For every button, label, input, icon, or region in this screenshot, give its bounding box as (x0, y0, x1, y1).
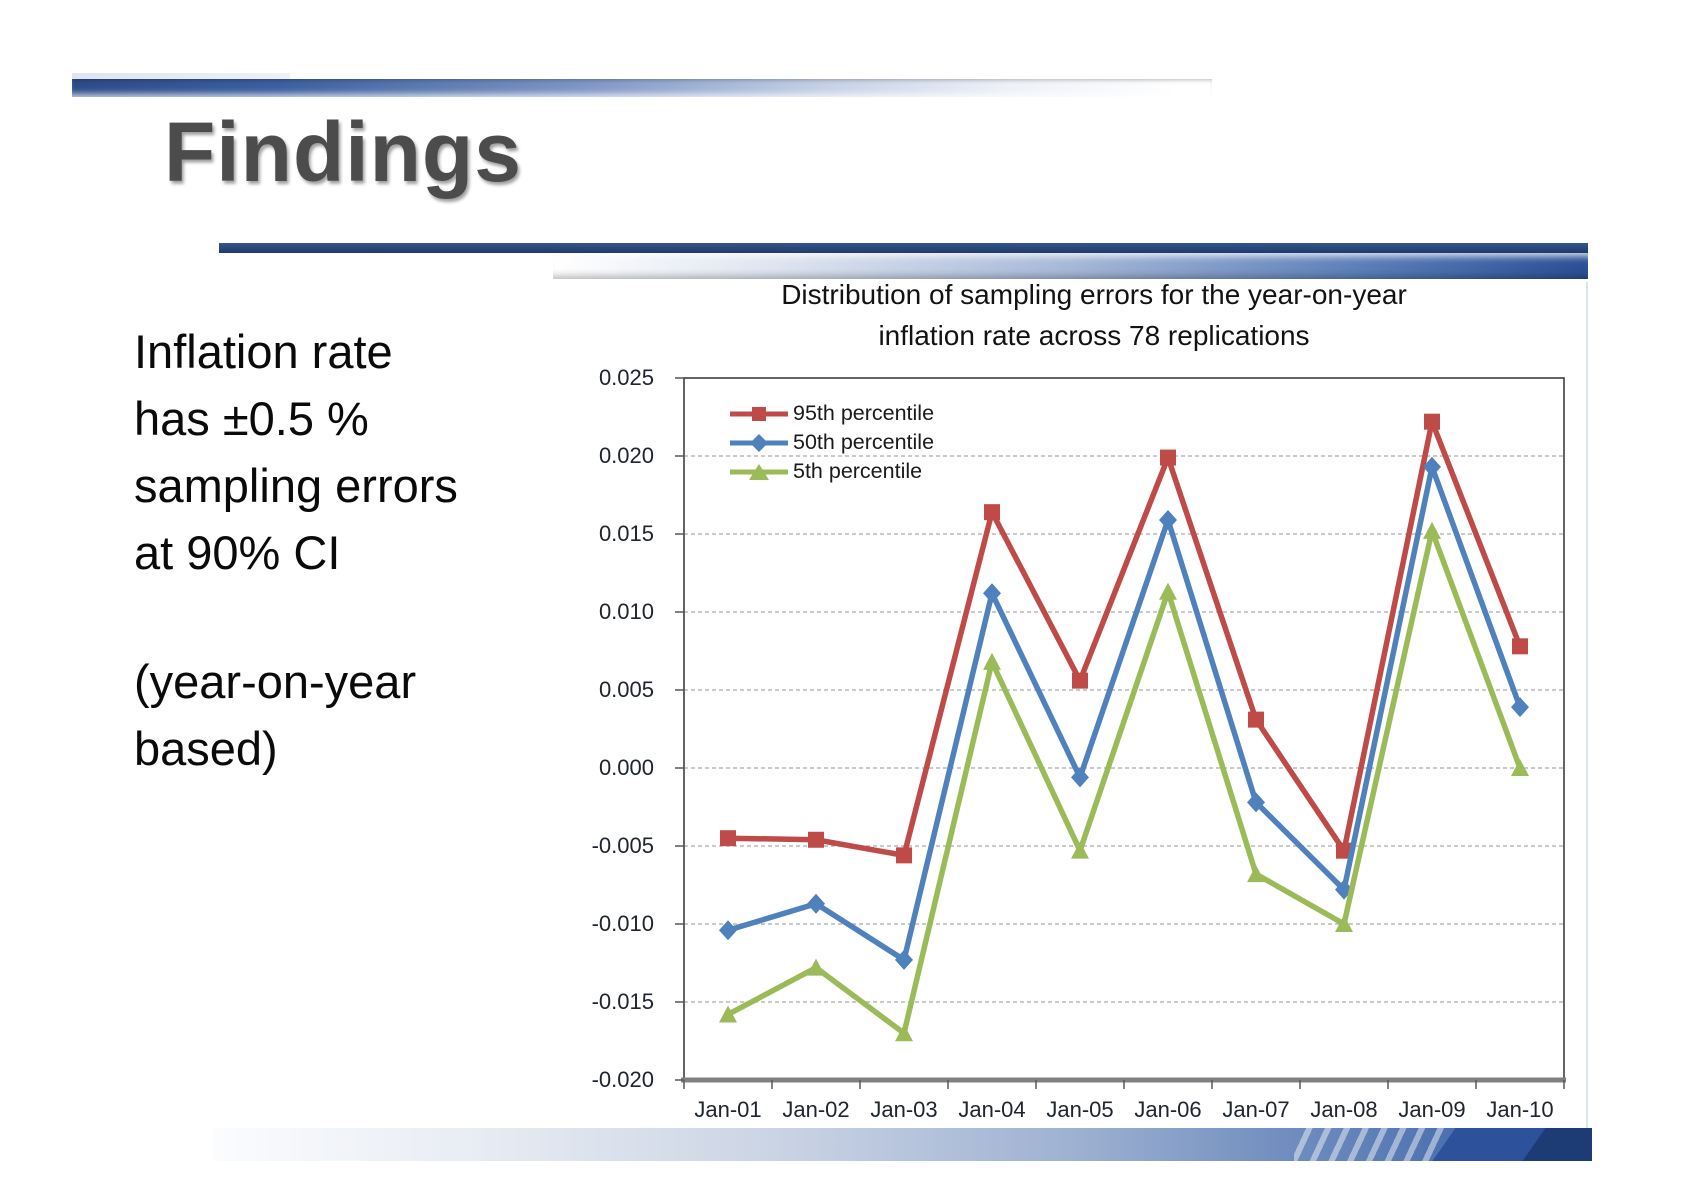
data-point-diamond (1071, 767, 1089, 788)
body-text-block-2: (year-on-year based) (134, 648, 416, 782)
data-point-diamond (895, 949, 913, 970)
data-point-square (1336, 842, 1352, 859)
series-line-95th-percentile (725, 418, 1523, 859)
y-tick-label: 0.015 (598, 521, 654, 546)
data-point-triangle (1423, 521, 1441, 539)
x-tick-label: Jan-04 (958, 1097, 1026, 1122)
y-tick-label: 0.005 (598, 677, 654, 702)
data-point-square (1072, 672, 1088, 689)
y-tick-label: -0.005 (591, 833, 654, 858)
legend-diamond-marker-icon (730, 433, 788, 452)
data-point-triangle (719, 1005, 737, 1023)
legend-triangle-marker-icon (730, 463, 788, 480)
legend-label: 95th percentile (793, 401, 935, 425)
data-point-triangle (1335, 915, 1353, 932)
body-text-line: based) (134, 722, 278, 775)
data-point-square (1512, 638, 1528, 655)
y-tick-label: 0.025 (598, 365, 654, 390)
title-underline-decoration (219, 243, 1588, 253)
data-point-diamond (807, 893, 825, 914)
title-underbar-decoration (553, 253, 1588, 279)
legend-item-95th-percentile: 95th percentile (728, 399, 934, 428)
top-bar-decoration (72, 79, 1212, 97)
data-point-square (1160, 449, 1176, 466)
data-point-triangle (895, 1024, 913, 1042)
x-tick-label: Jan-03 (870, 1097, 938, 1122)
y-tick-label: 0.020 (598, 443, 654, 468)
body-text-line: Inflation rate (134, 325, 393, 378)
data-point-square (896, 847, 912, 864)
series-line-5th-percentile (725, 528, 1523, 1036)
chart-legend: 95th percentile 50th percentile 5th perc… (728, 399, 934, 486)
y-tick-label: -0.015 (591, 989, 654, 1014)
y-tick-label: -0.020 (591, 1067, 654, 1092)
data-point-diamond (1159, 509, 1177, 530)
chart-frame-right-edge (1586, 282, 1588, 1134)
x-tick-label: Jan-08 (1310, 1097, 1378, 1122)
data-point-diamond (983, 583, 1001, 604)
x-tick-label: Jan-09 (1398, 1097, 1466, 1122)
body-text-block-1: Inflation rate has ±0.5 % sampling error… (134, 318, 458, 586)
body-text-line: has ±0.5 % (134, 392, 369, 445)
data-point-square (1424, 413, 1440, 430)
series-line-50th-percentile (725, 464, 1523, 963)
data-point-square (808, 831, 824, 848)
body-text-line: (year-on-year (134, 655, 417, 708)
slide-title: Findings (164, 105, 522, 199)
y-tick-label: -0.010 (591, 911, 654, 936)
data-point-square (1248, 711, 1264, 728)
x-tick-label: Jan-06 (1134, 1097, 1202, 1122)
data-point-square (984, 504, 1000, 521)
y-tick-label: 0.000 (598, 755, 654, 780)
x-tick-label: Jan-02 (782, 1097, 850, 1122)
x-tick-label: Jan-05 (1046, 1097, 1114, 1122)
data-point-triangle (1511, 759, 1529, 776)
y-tick-label: 0.010 (598, 599, 654, 624)
top-bar-cap-decoration (72, 73, 290, 80)
data-point-diamond (1247, 792, 1265, 813)
chart-title: Distribution of sampling errors for the … (600, 274, 1588, 356)
body-text-line: sampling errors (134, 459, 458, 512)
bottom-bar-decoration (214, 1128, 1592, 1161)
data-point-triangle (807, 958, 825, 976)
x-tick-label: Jan-01 (694, 1097, 762, 1122)
chart-title-line-2: inflation rate across 78 replications (878, 320, 1310, 351)
data-point-triangle (983, 652, 1001, 670)
x-tick-label: Jan-07 (1222, 1097, 1290, 1122)
data-point-triangle (1247, 865, 1265, 883)
body-text-line: at 90% CI (134, 526, 341, 579)
legend-label: 5th percentile (793, 459, 923, 483)
data-point-diamond (1423, 456, 1441, 477)
legend-item-5th-percentile: 5th percentile (728, 457, 934, 486)
legend-square-marker-icon (730, 406, 788, 421)
data-point-diamond (1511, 697, 1529, 718)
legend-label: 50th percentile (793, 430, 935, 454)
x-tick-label: Jan-10 (1486, 1097, 1554, 1122)
data-point-triangle (1071, 841, 1089, 859)
data-point-square (720, 830, 736, 847)
data-point-diamond (719, 920, 737, 941)
chart-title-line-1: Distribution of sampling errors for the … (781, 279, 1407, 310)
data-point-triangle (1159, 582, 1177, 600)
legend-item-50th-percentile: 50th percentile (728, 428, 934, 457)
